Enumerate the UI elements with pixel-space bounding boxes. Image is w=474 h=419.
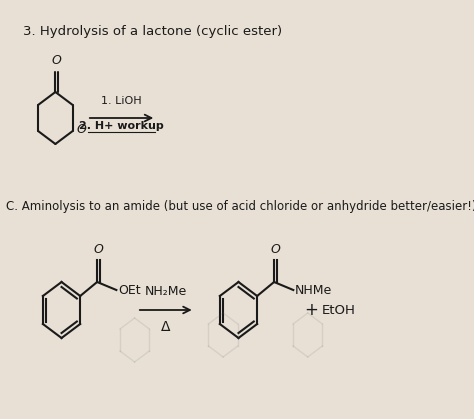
- Text: NHMe: NHMe: [295, 284, 332, 297]
- Text: Δ: Δ: [161, 320, 171, 334]
- Text: O: O: [94, 243, 104, 256]
- Text: O: O: [271, 243, 281, 256]
- Text: O: O: [77, 122, 86, 135]
- Text: 3. Hydrolysis of a lactone (cyclic ester): 3. Hydrolysis of a lactone (cyclic ester…: [23, 25, 282, 38]
- Text: C. Aminolysis to an amide (but use of acid chloride or anhydride better/easier!): C. Aminolysis to an amide (but use of ac…: [6, 200, 474, 213]
- Text: +: +: [305, 301, 319, 319]
- Text: 1. LiOH: 1. LiOH: [101, 96, 142, 106]
- Text: OEt: OEt: [118, 284, 140, 297]
- Text: NH₂Me: NH₂Me: [145, 285, 187, 298]
- Text: O: O: [52, 54, 62, 67]
- Text: EtOH: EtOH: [321, 303, 356, 316]
- Text: 2. H+ workup: 2. H+ workup: [79, 121, 164, 131]
